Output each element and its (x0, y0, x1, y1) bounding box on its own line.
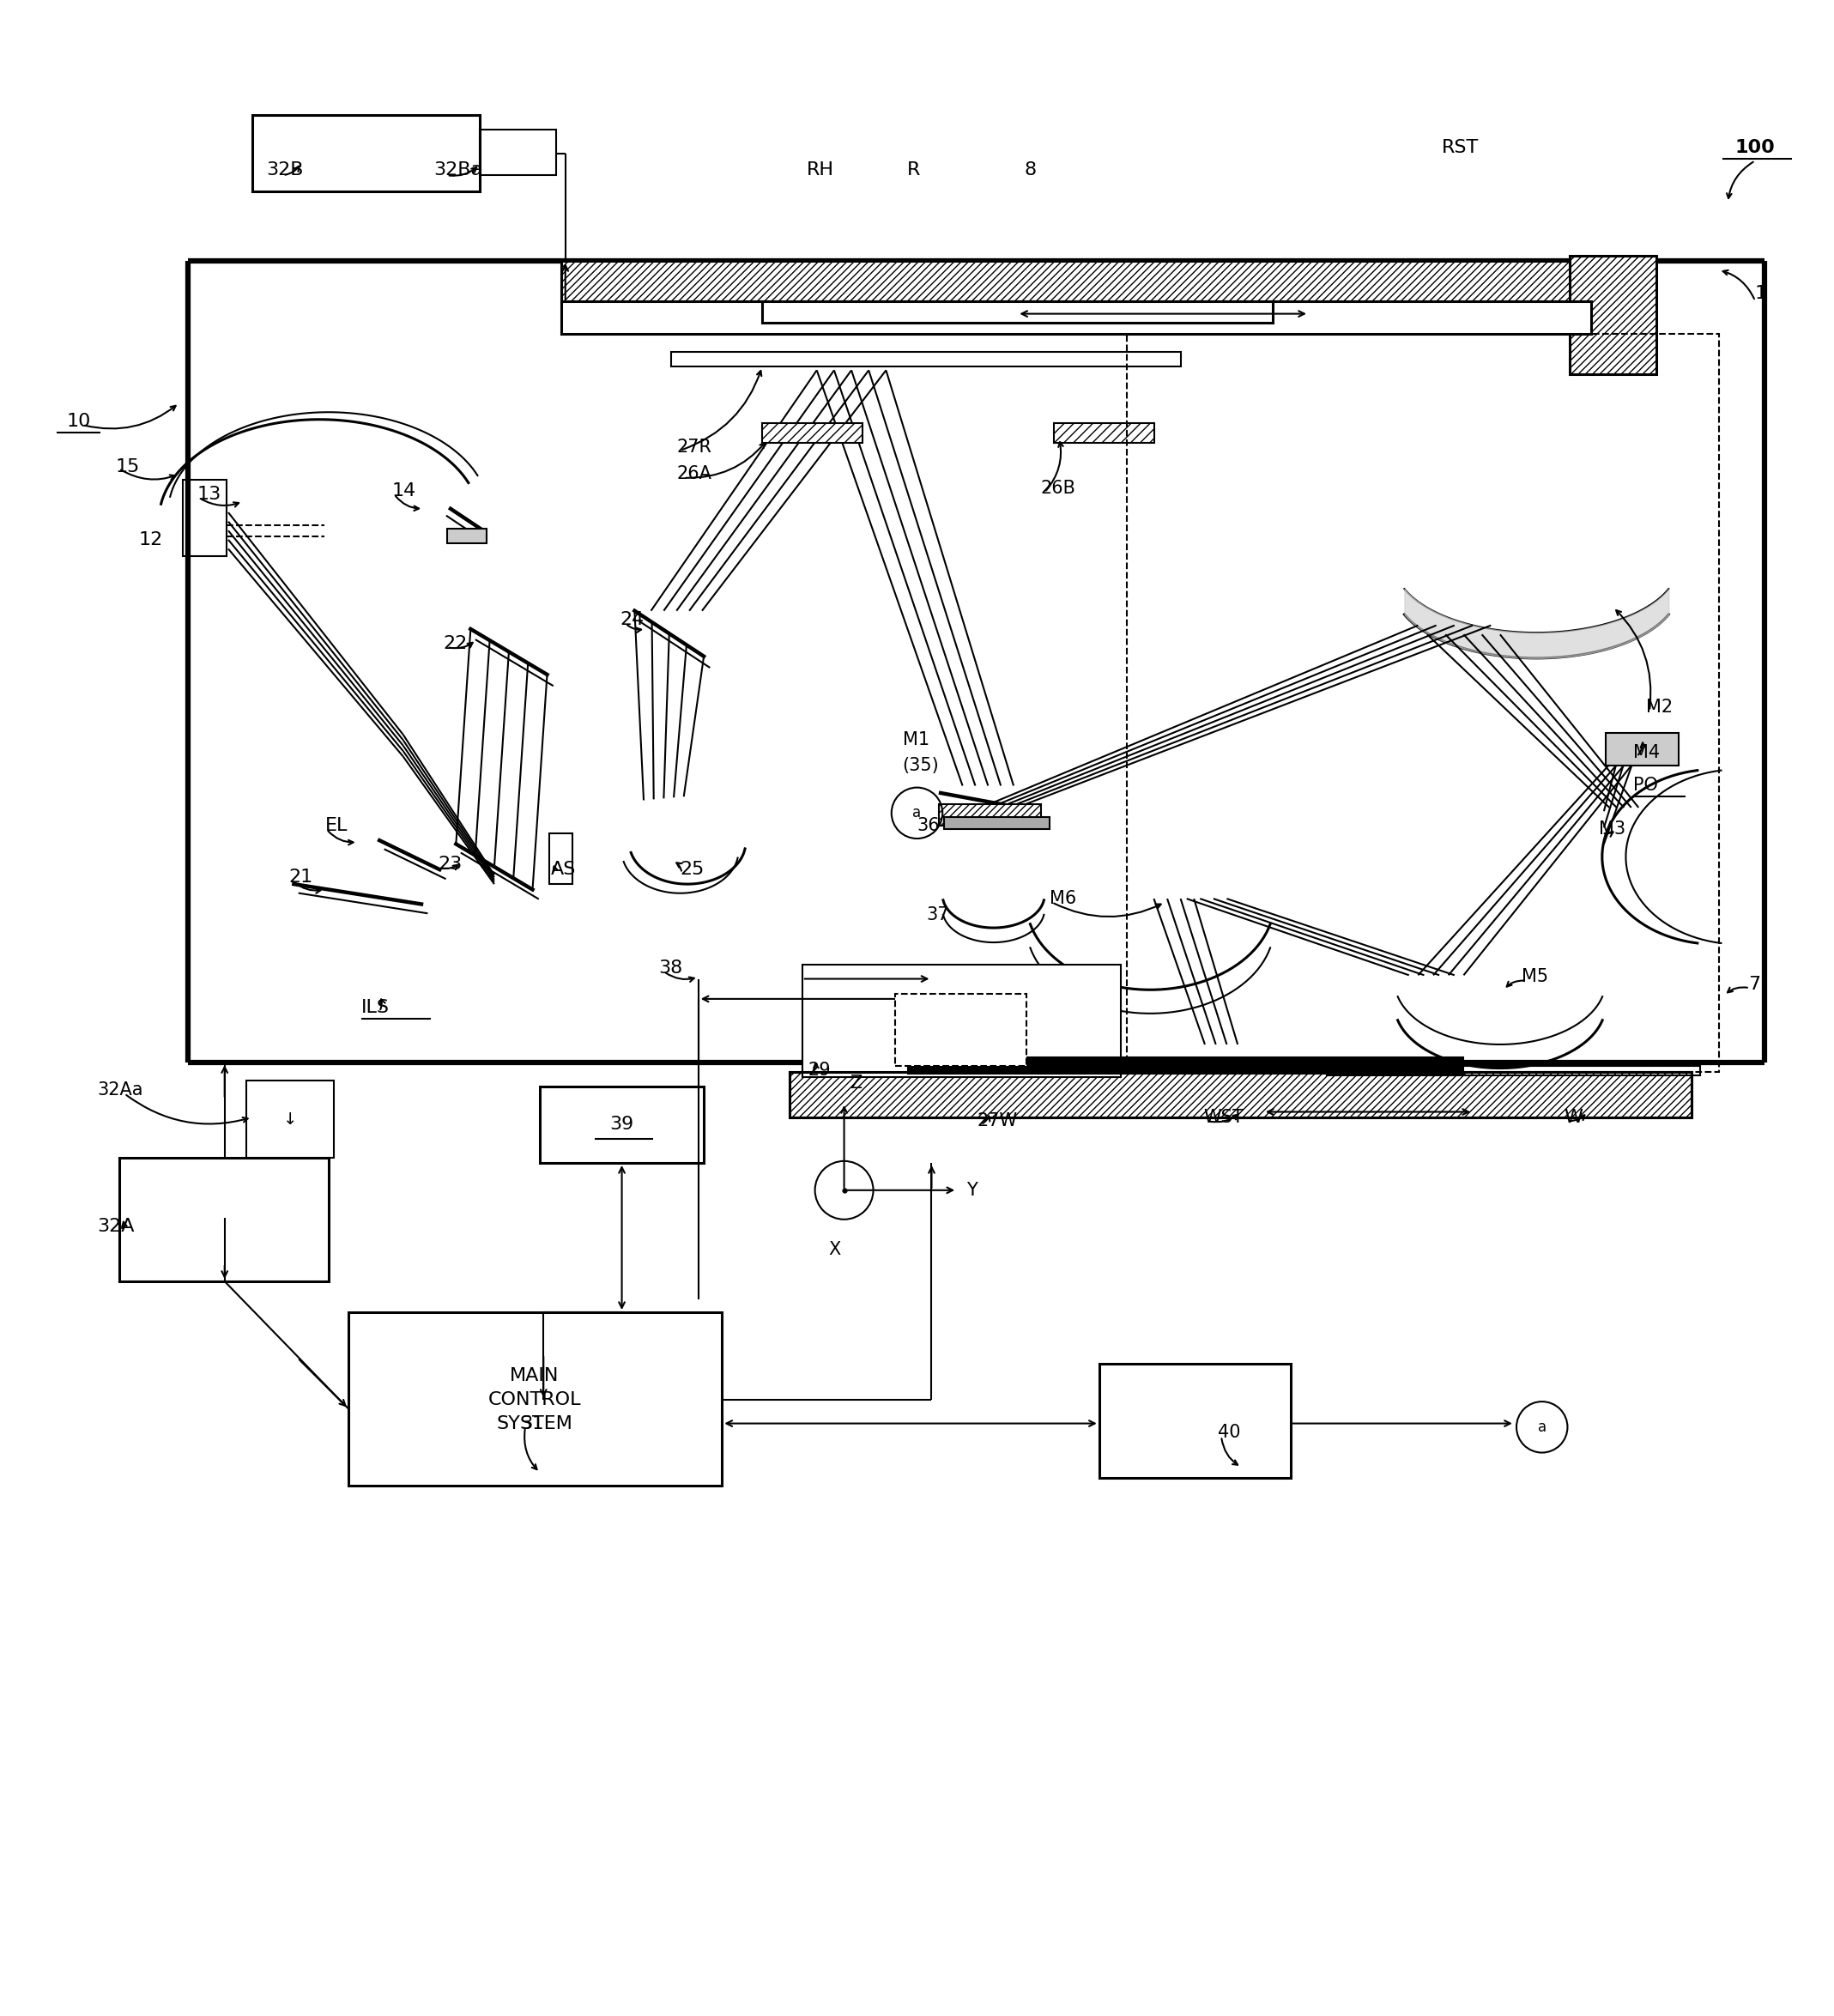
Text: 14: 14 (392, 482, 416, 500)
Bar (119, 1157, 328, 1282)
Bar (561, 300, 1592, 335)
Text: (35): (35) (902, 758, 939, 774)
Bar (348, 1312, 723, 1486)
Bar (801, 964, 1121, 1077)
Text: 13: 13 (198, 486, 222, 502)
Text: MAIN
CONTROL
SYSTEM: MAIN CONTROL SYSTEM (488, 1367, 581, 1433)
Text: 31: 31 (521, 1415, 545, 1431)
Text: 22: 22 (444, 635, 468, 651)
Text: 37: 37 (926, 907, 948, 923)
Bar (763, 300, 1273, 323)
Text: M4: M4 (1632, 744, 1660, 762)
Bar (1328, 1066, 1700, 1075)
Text: X: X (829, 1242, 840, 1258)
Text: a: a (913, 804, 921, 821)
Text: ILS: ILS (361, 1000, 389, 1016)
Text: 10: 10 (66, 413, 92, 429)
Text: 23: 23 (438, 855, 462, 873)
Text: 15: 15 (116, 458, 139, 476)
Text: RH: RH (807, 161, 834, 177)
Text: EL: EL (325, 816, 347, 835)
Text: 40: 40 (1218, 1423, 1240, 1441)
Text: 27W: 27W (978, 1113, 1018, 1129)
Bar (1126, 335, 1718, 1073)
Text: 36: 36 (917, 816, 939, 835)
Text: PO: PO (1632, 776, 1658, 794)
Text: RST: RST (1442, 139, 1478, 157)
Bar (671, 353, 1181, 367)
Text: M2: M2 (1645, 700, 1673, 716)
Text: 26A: 26A (677, 466, 712, 482)
Bar (945, 816, 1051, 829)
Text: M3: M3 (1599, 821, 1625, 839)
Text: 12: 12 (139, 530, 163, 548)
Text: 29: 29 (807, 1060, 831, 1079)
Text: 100: 100 (1735, 139, 1775, 157)
Text: 32A: 32A (97, 1218, 134, 1236)
Bar (246, 1081, 334, 1157)
Bar (548, 833, 572, 885)
Bar (1055, 423, 1154, 444)
Text: ↓: ↓ (282, 1111, 297, 1127)
Text: a: a (1537, 1419, 1546, 1435)
Text: M1: M1 (902, 732, 930, 748)
Text: 7: 7 (1748, 976, 1761, 994)
Text: 8: 8 (1023, 161, 1036, 177)
Text: Z: Z (849, 1075, 862, 1093)
Bar (895, 994, 1027, 1066)
Text: Y: Y (967, 1181, 978, 1200)
Bar (789, 1073, 1691, 1117)
Bar (183, 480, 226, 556)
Text: AS: AS (550, 861, 576, 879)
Text: 32B: 32B (266, 161, 303, 177)
Bar (447, 528, 488, 544)
Text: M6: M6 (1051, 891, 1077, 907)
Text: R: R (906, 161, 921, 177)
Text: 26B: 26B (1042, 480, 1077, 498)
Text: 32Aa: 32Aa (97, 1081, 143, 1099)
Bar (763, 423, 862, 444)
Text: WST: WST (1203, 1109, 1243, 1125)
Bar (1099, 1363, 1291, 1478)
Bar (789, 1073, 1691, 1117)
Text: M5: M5 (1522, 968, 1548, 986)
Text: 39: 39 (609, 1117, 635, 1133)
Bar (481, 129, 556, 175)
Text: 1: 1 (1755, 284, 1766, 302)
Text: 38: 38 (658, 960, 682, 976)
Text: 25: 25 (680, 861, 704, 879)
Bar (939, 804, 1042, 827)
Bar (1570, 256, 1656, 373)
Text: 21: 21 (288, 869, 312, 885)
Text: 32Ba: 32Ba (433, 161, 482, 177)
Text: 27R: 27R (677, 437, 712, 456)
Text: W: W (1564, 1109, 1583, 1125)
Bar (539, 1087, 704, 1163)
Bar (908, 1056, 1464, 1075)
Bar (1607, 734, 1678, 766)
Bar (251, 115, 481, 192)
Text: 24: 24 (620, 611, 644, 629)
Bar (561, 260, 1592, 300)
